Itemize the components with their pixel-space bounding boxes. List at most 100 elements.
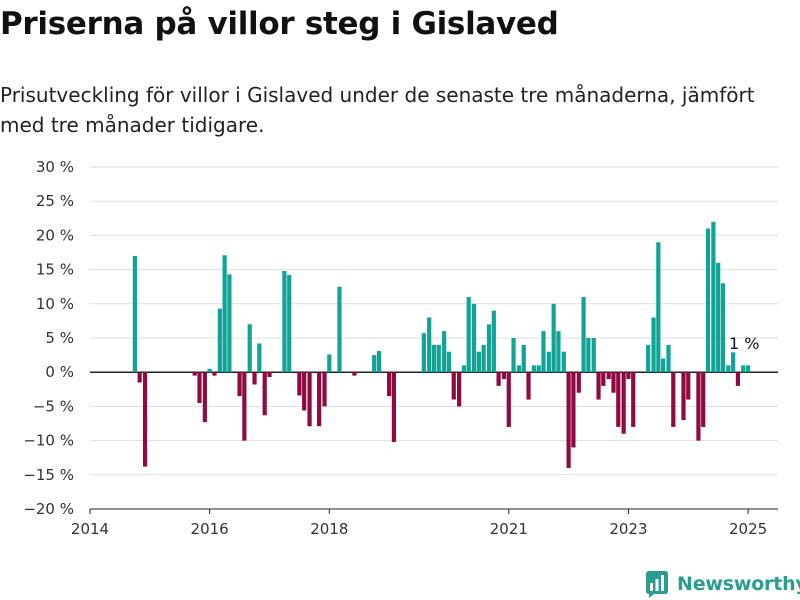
bar (227, 274, 232, 373)
bar (476, 351, 481, 373)
bar (461, 365, 467, 373)
bar (242, 372, 247, 441)
bar (576, 372, 581, 393)
bar (745, 365, 751, 373)
y-tick-label: −5 % (33, 397, 74, 415)
bar (611, 372, 616, 393)
bar (202, 372, 207, 423)
bar (501, 372, 507, 380)
bar (237, 372, 242, 397)
bar (287, 275, 292, 373)
bar (541, 331, 546, 373)
bar (581, 296, 586, 373)
bar (486, 324, 492, 373)
chart-title: Priserna på villor steg i Gislaved (0, 6, 559, 42)
bar (317, 372, 322, 427)
bar (297, 372, 302, 396)
bar (431, 344, 437, 373)
bar (327, 354, 332, 373)
y-tick-label: 25 % (36, 192, 74, 210)
bar (646, 344, 651, 373)
bar (387, 372, 392, 397)
bar (506, 372, 511, 427)
end-value-label: 1 % (729, 334, 759, 353)
bar (267, 372, 272, 377)
x-tick-label: 2016 (191, 520, 229, 538)
bar (616, 372, 621, 427)
bar (307, 372, 312, 427)
bar (446, 351, 452, 373)
bar (546, 351, 551, 373)
bar (132, 255, 137, 373)
bar (561, 351, 566, 373)
bar (661, 358, 666, 373)
bar (436, 344, 441, 373)
bar (741, 365, 746, 373)
bar (621, 372, 626, 434)
y-tick-label: 0 % (45, 363, 74, 381)
bar (556, 331, 561, 373)
y-axis-ticks: 30 % 25 % 20 % 15 % 10 % 5 % 0 % −5 % −10 % −15 %… (23, 158, 74, 518)
y-tick-label: −10 % (23, 432, 74, 450)
bar (701, 372, 706, 427)
bar (322, 372, 327, 407)
bar (511, 338, 516, 373)
bar (711, 221, 716, 373)
bars (132, 221, 751, 468)
bar (496, 372, 501, 386)
bar (137, 372, 142, 383)
bar (516, 365, 522, 373)
bar (626, 372, 631, 380)
newsworthy-logo: Newsworthy (644, 570, 800, 598)
bar (442, 331, 447, 373)
x-tick-label: 2014 (71, 520, 109, 538)
bar (591, 338, 596, 373)
gridlines (90, 166, 778, 510)
bar (536, 365, 541, 373)
bar (282, 270, 287, 373)
x-tick-label: 2018 (310, 520, 348, 538)
bar-chart-logo-icon (646, 571, 668, 598)
bar (466, 296, 471, 373)
bar (566, 372, 571, 468)
bar (376, 350, 382, 373)
bar (391, 372, 397, 442)
y-tick-label: −15 % (23, 466, 74, 484)
x-tick-label: 2023 (609, 520, 647, 538)
chart-subtitle: Prisutveckling för villor i Gislaved und… (0, 83, 755, 137)
bar (252, 372, 257, 385)
logo-text: Newsworthy (677, 573, 800, 595)
bar (631, 372, 636, 427)
bar (681, 372, 686, 421)
x-tick-label: 2021 (490, 520, 528, 538)
bar (212, 372, 217, 376)
bar (521, 344, 526, 373)
bar (651, 317, 656, 373)
bar (262, 372, 267, 416)
bar (705, 228, 711, 373)
y-tick-label: −20 % (23, 500, 74, 518)
x-tick-label: 2025 (729, 520, 767, 538)
y-tick-label: 20 % (36, 226, 74, 244)
bar (606, 372, 611, 380)
bar (686, 372, 691, 400)
bar (666, 344, 671, 373)
bar (656, 242, 661, 373)
bar (726, 365, 731, 373)
bar (222, 255, 227, 373)
bar (720, 283, 726, 373)
bar (716, 262, 721, 373)
y-tick-label: 15 % (36, 261, 74, 279)
bar (207, 368, 212, 373)
bar (571, 372, 576, 448)
bar (491, 310, 496, 373)
bar (352, 372, 357, 376)
bar (217, 308, 222, 373)
bar (731, 352, 736, 373)
bar (197, 372, 202, 403)
y-tick-label: 5 % (45, 329, 74, 347)
bar (192, 372, 197, 376)
y-tick-label: 30 % (36, 158, 74, 176)
bar (526, 372, 531, 400)
